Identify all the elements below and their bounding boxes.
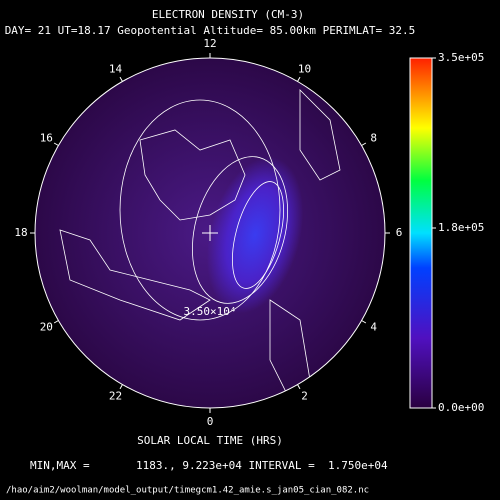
hour-label: 4 bbox=[370, 321, 377, 334]
hour-label: 8 bbox=[370, 132, 377, 145]
hour-tick bbox=[119, 76, 123, 82]
field bbox=[59, 89, 341, 401]
chart-title: ELECTRON DENSITY (CM-3) bbox=[152, 8, 304, 21]
hour-label: 16 bbox=[40, 132, 53, 145]
x-label: SOLAR LOCAL TIME (HRS) bbox=[137, 434, 283, 447]
hour-label: 20 bbox=[40, 321, 53, 334]
hour-tick bbox=[53, 320, 59, 324]
colorbar-label: 3.5e+05 bbox=[438, 51, 484, 64]
hour-tick bbox=[361, 142, 367, 146]
hour-label: 14 bbox=[109, 62, 123, 75]
hour-label: 18 bbox=[14, 226, 27, 239]
hour-tick bbox=[361, 320, 367, 324]
pole-cross bbox=[202, 225, 218, 241]
hour-tick bbox=[119, 384, 123, 390]
hour-tick bbox=[297, 76, 301, 82]
colorbar-label: 0.0e+00 bbox=[438, 401, 484, 414]
hour-tick bbox=[53, 142, 59, 146]
contour-label: 3.50×10⁴ bbox=[184, 305, 237, 318]
colorbar-label: 1.8e+05 bbox=[438, 221, 484, 234]
stats: MIN,MAX = 1183., 9.223e+04 INTERVAL = 1.… bbox=[30, 459, 388, 472]
hour-tick bbox=[297, 384, 301, 390]
colorbar bbox=[409, 57, 433, 409]
hour-label: 22 bbox=[109, 390, 122, 403]
file-path: /hao/aim2/woolman/model_output/timegcm1.… bbox=[6, 486, 369, 496]
hour-label: 0 bbox=[207, 415, 214, 428]
hour-label: 12 bbox=[203, 37, 216, 50]
hour-label: 6 bbox=[396, 226, 403, 239]
subtitle: DAY= 21 UT=18.17 Geopotential Altitude= … bbox=[5, 24, 416, 37]
hour-label: 10 bbox=[298, 62, 311, 75]
hour-label: 2 bbox=[301, 390, 308, 403]
